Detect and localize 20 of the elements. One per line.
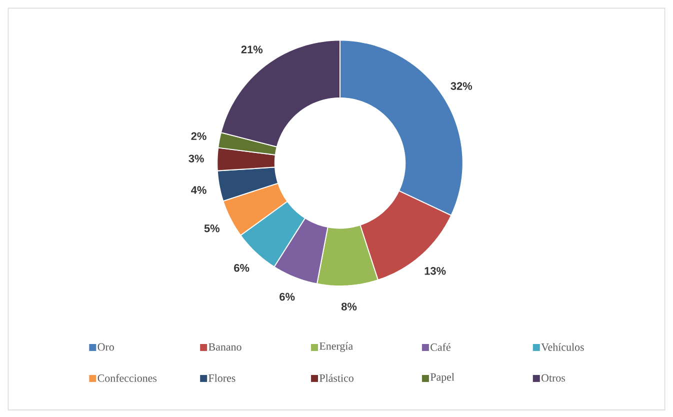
data-label: 3% [188, 154, 204, 162]
legend-label: Flores [208, 374, 236, 382]
data-label: 4% [191, 186, 206, 194]
legend-label: Papel [430, 372, 454, 383]
legend-label: Café [430, 343, 450, 351]
data-label: 13% [424, 266, 446, 275]
legend-label: Otros [542, 374, 566, 382]
legend-label: Energía [320, 342, 353, 352]
data-label: 2% [191, 132, 206, 140]
data-label: 8% [341, 302, 357, 310]
data-label: 6% [280, 292, 295, 301]
legend-label: Confecciones [98, 374, 157, 382]
data-label: 21% [241, 46, 263, 54]
legend-label: Plástico [320, 374, 354, 382]
legend-label: Oro [98, 343, 114, 351]
data-label: 32% [450, 82, 472, 90]
data-label: 6% [234, 264, 250, 272]
legend-label: Banano [208, 343, 242, 351]
legend-label: Vehículos [541, 343, 584, 351]
data-label: 5% [204, 224, 220, 232]
